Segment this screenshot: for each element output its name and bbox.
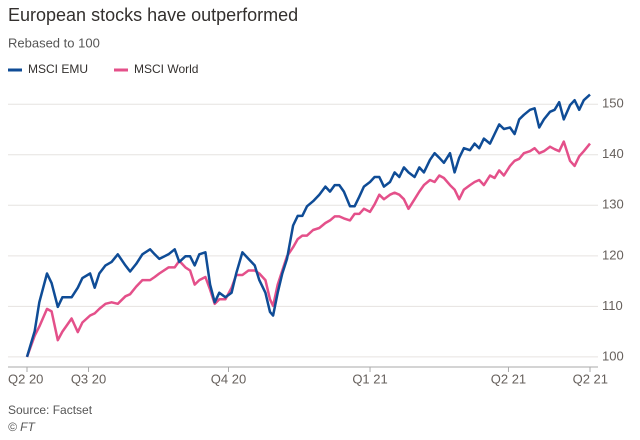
series-line — [25, 140, 591, 358]
x-tick-label: Q2 21 — [491, 371, 526, 386]
credit: © FT — [8, 420, 37, 434]
legend-label: MSCI World — [134, 62, 198, 76]
x-tick-label: Q4 20 — [211, 371, 246, 386]
y-tick-label: 110 — [602, 298, 623, 313]
y-tick-label: 150 — [602, 96, 624, 111]
y-tick-label: 120 — [602, 247, 624, 262]
chart-title: European stocks have outperformed — [8, 5, 298, 25]
y-tick-label: 100 — [602, 348, 624, 363]
series-line — [25, 93, 591, 358]
legend-label: MSCI EMU — [28, 62, 88, 76]
source: Source: Factset — [8, 403, 93, 417]
chart-subtitle: Rebased to 100 — [8, 35, 100, 50]
y-tick-label: 140 — [602, 146, 624, 161]
x-tick-label: Q3 20 — [71, 371, 106, 386]
x-tick-label: Q1 21 — [352, 371, 387, 386]
x-tick-label: Q2 21 — [573, 371, 608, 386]
y-tick-label: 130 — [602, 197, 624, 212]
x-tick-label: Q2 20 — [8, 371, 43, 386]
